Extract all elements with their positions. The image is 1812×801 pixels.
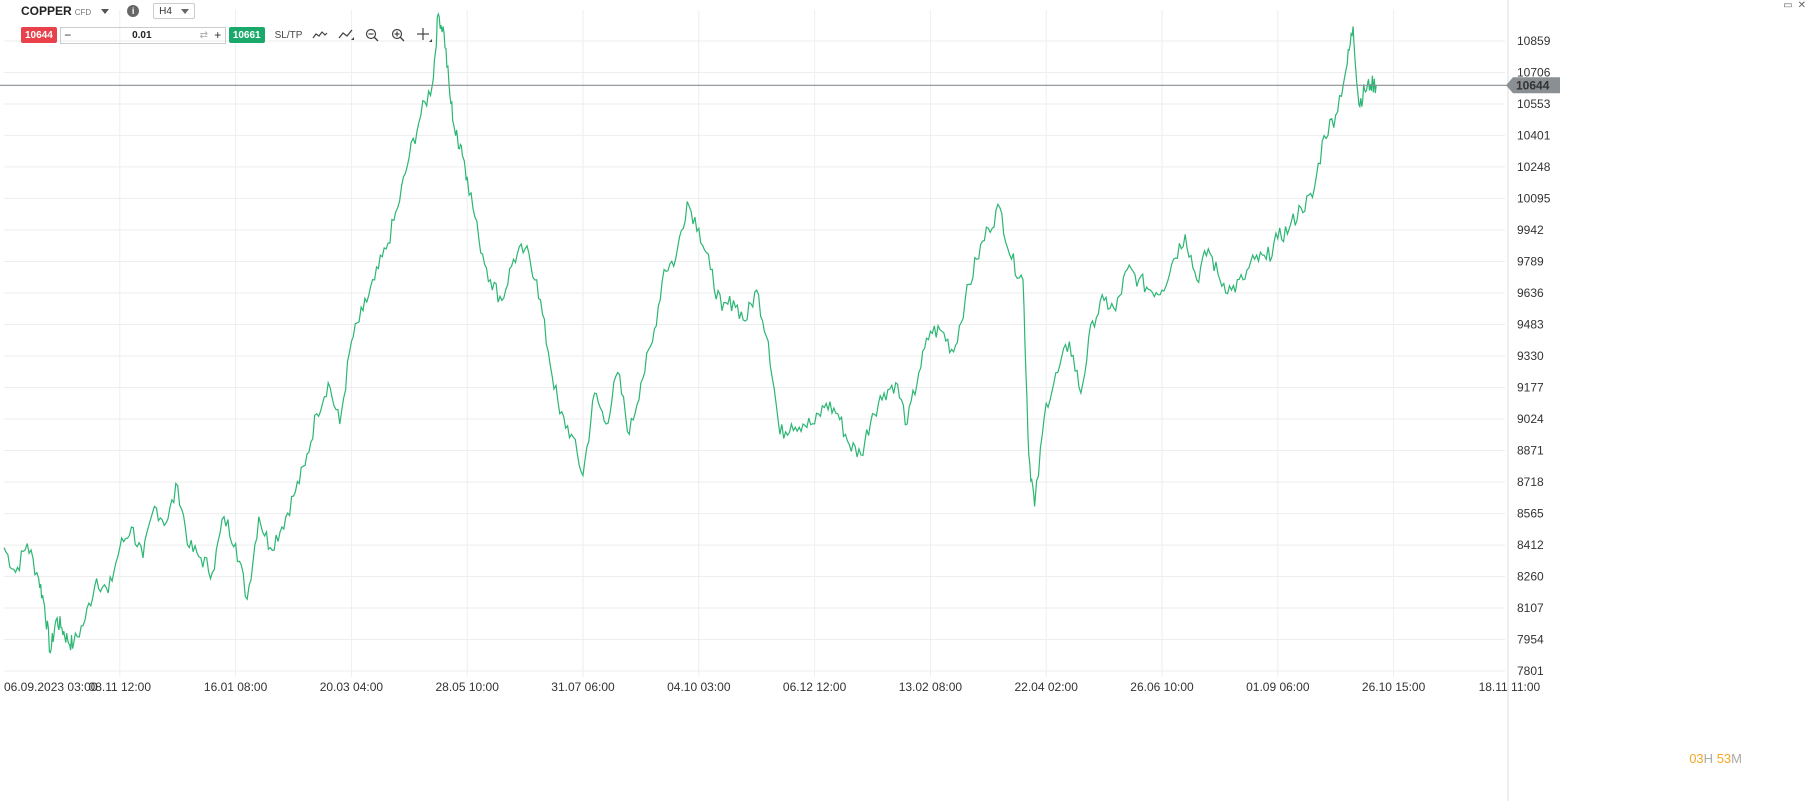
price-tick-label: 10706 [1517,66,1551,80]
current-price-tag [1506,77,1560,94]
decrease-quantity-button[interactable]: − [64,28,72,42]
price-tick-label: 10553 [1517,97,1551,111]
buy-price-button[interactable]: 10661 [228,27,265,43]
zoom-in-icon[interactable] [390,27,406,43]
zoom-out-icon[interactable] [364,27,380,43]
time-tick-label: 08.11 12:00 [89,680,152,694]
price-tick-label: 10859 [1517,34,1551,48]
time-tick-label: 18.11 11:00 [1479,680,1541,694]
crosshair-icon[interactable] [416,27,433,43]
time-tick-label: 06.12 12:00 [783,680,847,694]
countdown-minutes-unit: M [1731,751,1742,766]
price-tick-label: 7801 [1517,664,1544,678]
countdown-hours: 03 [1689,751,1704,766]
countdown-minutes: 53 [1716,751,1732,766]
price-tick-label: 8260 [1517,569,1544,583]
quantity-stepper[interactable]: − 0.01 ⇄ + [59,26,226,44]
price-tick-label: 7954 [1517,632,1544,646]
maximize-icon[interactable]: ▭ [1783,0,1793,11]
price-tick-label: 8871 [1517,444,1544,458]
time-tick-label: 20.03 04:00 [320,680,384,694]
time-tick-label: 04.10 03:00 [667,680,731,694]
candle-countdown: 03H 53M [1689,751,1742,766]
indicators-icon[interactable] [338,27,355,43]
timeframe-value: H4 [159,5,172,17]
chart-grid [4,0,1509,801]
swap-icon[interactable]: ⇄ [199,29,208,41]
price-tick-label: 10248 [1517,160,1551,174]
time-tick-label: 06.09.2023 03:00 [4,680,98,694]
time-tick-label: 26.10 15:00 [1362,680,1426,694]
price-tick-label: 9789 [1517,254,1544,268]
price-axis: 10859 10706 10553 10401 10248 10095 9942 9789 96… [1517,34,1551,678]
time-tick-label: 31.07 06:00 [551,680,615,694]
close-icon[interactable]: ✕ [1797,0,1806,11]
current-price-marker: 10644 [0,77,1560,94]
instrument-header: COPPER CFD i H4 [0,0,196,22]
price-tick-label: 10401 [1517,128,1551,142]
instrument-name[interactable]: COPPER [21,4,72,18]
price-tick-label: 9024 [1517,412,1544,426]
price-tick-label: 10095 [1517,191,1551,205]
increase-quantity-button[interactable]: + [214,28,222,42]
price-tick-label: 8565 [1517,507,1544,521]
trade-toolbar: 10644 − 0.01 ⇄ + 10661 SL/TP [21,26,433,44]
sltp-button[interactable]: SL/TP [274,29,303,41]
countdown-hours-unit: H [1703,751,1714,766]
current-price-label: 10644 [1516,78,1550,92]
timeframe-select[interactable]: H4 [153,3,196,19]
price-tick-label: 9636 [1517,286,1544,300]
time-tick-label: 16.01 08:00 [204,680,268,694]
info-icon[interactable]: i [127,5,140,17]
price-tick-label: 8107 [1517,601,1544,615]
quantity-input[interactable]: 0.01 [132,29,152,41]
instrument-type: CFD [74,8,92,17]
price-tick-label: 9942 [1517,223,1544,237]
instrument-dropdown-icon[interactable] [101,8,110,14]
price-tick-label: 8718 [1517,475,1544,489]
price-tick-label: 9177 [1517,381,1544,395]
price-tick-label: 8412 [1517,538,1544,552]
time-tick-label: 28.05 10:00 [435,680,499,694]
window-controls: ▭ ✕ [1783,0,1806,11]
chevron-down-icon [181,8,190,14]
sell-price-button[interactable]: 10644 [21,27,57,43]
price-series-line [3,12,1377,654]
price-tick-label: 9330 [1517,349,1544,363]
time-tick-label: 26.06 10:00 [1130,680,1194,694]
price-tick-label: 9483 [1517,317,1544,331]
time-tick-label: 13.02 08:00 [899,680,963,694]
time-tick-label: 22.04 02:00 [1014,680,1078,694]
time-tick-label: 01.09 06:00 [1246,680,1310,694]
line-chart-type-icon[interactable] [312,27,328,43]
